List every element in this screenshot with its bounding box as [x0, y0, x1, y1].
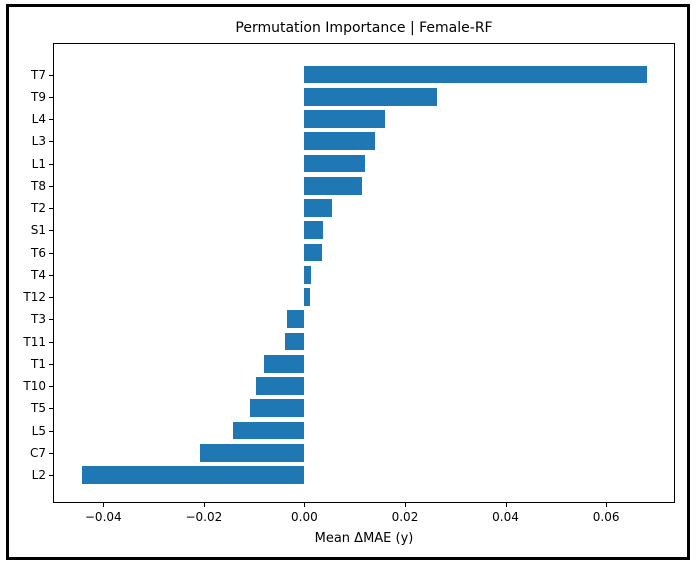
- y-tick-label-T2: T2: [31, 201, 46, 215]
- y-tick-label-C7: C7: [29, 445, 46, 460]
- y-tick-mark: [49, 74, 53, 76]
- bar-T5: [249, 399, 305, 418]
- y-tick-mark: [49, 341, 53, 343]
- y-tick-label-T8: T8: [31, 178, 46, 193]
- y-tick-label-S1: S1: [30, 223, 46, 238]
- x-tick-mark: [103, 503, 105, 507]
- y-tick-label-T11: T11: [23, 334, 46, 349]
- y-tick-mark: [49, 141, 53, 143]
- x-tick-label: −0.02: [185, 510, 223, 524]
- y-tick-mark: [49, 230, 53, 232]
- y-tick-label-T7: T7: [31, 67, 46, 82]
- y-tick-mark: [49, 208, 53, 209]
- bar-L2: [82, 466, 305, 484]
- chart-title: Permutation Importance | Female-RF: [235, 20, 493, 36]
- x-tick-mark: [203, 503, 205, 507]
- bar-T9: [304, 87, 438, 106]
- bar-T3: [287, 310, 305, 329]
- bar-T1: [263, 354, 305, 373]
- x-tick-label: 0.02: [391, 510, 419, 524]
- y-tick-label-T9: T9: [31, 89, 46, 104]
- bar-C7: [200, 443, 305, 462]
- y-tick-mark: [49, 319, 53, 321]
- bar-L5: [233, 421, 305, 440]
- bar-T12: [304, 288, 311, 306]
- y-tick-label-L3: L3: [31, 134, 46, 149]
- x-tick-mark: [505, 503, 507, 507]
- bar-T10: [255, 377, 305, 395]
- bar-S1: [304, 221, 323, 240]
- y-tick-mark: [49, 297, 53, 298]
- y-tick-mark: [49, 475, 53, 476]
- y-tick-mark: [49, 252, 53, 254]
- y-tick-label-L5: L5: [31, 423, 46, 438]
- y-tick-mark: [49, 386, 53, 387]
- x-tick-mark: [304, 503, 306, 507]
- x-tick-label: −0.04: [84, 510, 122, 524]
- bar-T8: [304, 176, 362, 195]
- y-tick-label-T3: T3: [31, 312, 46, 327]
- y-tick-label-T4: T4: [31, 267, 46, 282]
- y-tick-mark: [49, 96, 53, 98]
- bar-L4: [304, 110, 385, 128]
- y-tick-label-T12: T12: [23, 290, 46, 304]
- bar-T2: [304, 199, 333, 217]
- y-tick-label-T10: T10: [23, 379, 46, 393]
- y-tick-mark: [49, 363, 53, 365]
- bar-L3: [304, 132, 375, 151]
- x-axis-label: Mean ΔMAE (y): [314, 531, 414, 546]
- x-tick-label: 0.06: [592, 510, 620, 524]
- bar-L1: [304, 154, 365, 173]
- y-tick-mark: [49, 163, 53, 165]
- x-tick-mark: [606, 503, 608, 507]
- y-tick-label-L4: L4: [31, 112, 46, 126]
- y-tick-label-T5: T5: [31, 401, 46, 416]
- bar-T11: [285, 332, 305, 351]
- y-tick-mark: [49, 119, 53, 120]
- y-tick-label-T6: T6: [31, 245, 46, 260]
- x-tick-label: 0.04: [492, 510, 519, 524]
- x-tick-label: 0.00: [291, 510, 318, 524]
- y-tick-mark: [49, 452, 53, 454]
- y-tick-mark: [49, 430, 53, 432]
- y-tick-mark: [49, 185, 53, 187]
- y-tick-label-L2: L2: [31, 468, 46, 482]
- bar-T6: [304, 243, 322, 262]
- bar-T4: [304, 265, 312, 284]
- y-tick-mark: [49, 274, 53, 276]
- y-tick-mark: [49, 408, 53, 410]
- y-tick-label-T1: T1: [31, 356, 46, 371]
- bar-T7: [304, 65, 648, 84]
- x-tick-mark: [404, 503, 406, 507]
- y-tick-label-L1: L1: [31, 156, 46, 171]
